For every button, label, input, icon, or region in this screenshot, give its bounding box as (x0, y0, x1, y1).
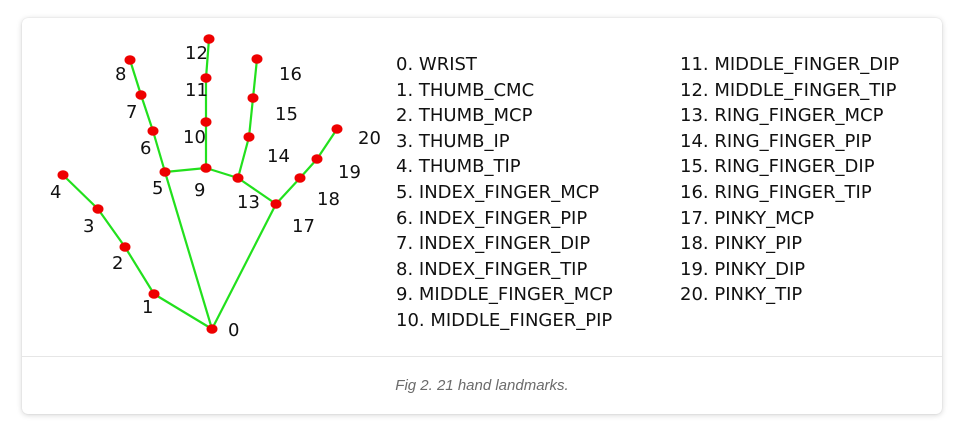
legend-item: 6. INDEX_FINGER_PIP (396, 207, 588, 229)
bone-0-17 (211, 203, 277, 330)
landmark-label-19: 19 (338, 162, 361, 183)
landmark-label-1: 1 (142, 297, 153, 318)
landmark-point-17 (270, 199, 282, 209)
bone-0-5 (163, 171, 214, 330)
legend-item: 8. INDEX_FINGER_TIP (396, 258, 588, 280)
landmark-label-16: 16 (279, 64, 302, 85)
legend-item: 1. THUMB_CMC (396, 79, 535, 101)
landmark-point-4 (57, 170, 69, 180)
landmark-point-19 (311, 154, 323, 164)
landmark-point-18 (294, 173, 306, 183)
landmark-label-13: 13 (237, 192, 260, 213)
landmark-point-9 (200, 163, 212, 173)
bone-2-3 (97, 208, 126, 248)
legend-item: 16. RING_FINGER_TIP (680, 181, 872, 203)
figure-caption: Fig 2. 21 hand landmarks. (395, 377, 569, 394)
legend-item: 9. MIDDLE_FINGER_MCP (396, 284, 613, 306)
bone-1-2 (124, 246, 155, 295)
landmark-label-4: 4 (50, 182, 61, 203)
bone-13-17 (237, 177, 277, 205)
bone-15-16 (251, 58, 259, 99)
bone-13-14 (236, 136, 251, 179)
landmark-legend-column-1: 0. WRIST 1. THUMB_CMC 2. THUMB_MCP 3. THUMB… (396, 52, 613, 334)
landmark-label-8: 8 (115, 64, 126, 85)
bone-7-8 (128, 59, 143, 96)
landmark-point-12 (203, 34, 215, 44)
legend-item: 2. THUMB_MCP (396, 105, 533, 127)
legend-item: 15. RING_FINGER_DIP (680, 156, 875, 178)
bone-9-13 (205, 166, 239, 180)
legend-item: 0. WRIST (396, 54, 477, 75)
bone-0-1 (153, 293, 213, 330)
bone-17-18 (275, 177, 301, 205)
landmark-label-5: 5 (152, 178, 163, 199)
landmark-point-10 (200, 117, 212, 127)
legend-item: 20. PINKY_TIP (680, 284, 803, 306)
landmark-point-13 (232, 173, 244, 183)
legend-item: 5. INDEX_FINGER_MCP (396, 181, 600, 203)
landmark-point-7 (135, 90, 147, 100)
landmark-point-20 (331, 124, 343, 134)
bone-14-15 (247, 97, 255, 138)
landmark-point-16 (251, 54, 263, 64)
landmark-label-6: 6 (140, 138, 151, 159)
bone-6-7 (139, 94, 155, 132)
bone-3-4 (62, 174, 99, 210)
legend-item: 3. THUMB_IP (396, 130, 510, 152)
caption-divider (22, 356, 942, 357)
hand-landmarks-figure: 0 1 2 3 4 5 6 7 8 9 10 11 12 13 14 15 16 17 18 19 20 0. WRIS… (22, 18, 942, 356)
landmark-label-18: 18 (317, 189, 340, 210)
landmark-label-17: 17 (292, 216, 315, 237)
landmark-label-15: 15 (275, 104, 298, 125)
landmark-point-3 (92, 204, 104, 214)
landmark-point-5 (159, 167, 171, 177)
landmark-label-14: 14 (267, 146, 290, 167)
legend-item: 12. MIDDLE_FINGER_TIP (680, 79, 897, 101)
landmark-point-1 (148, 289, 160, 299)
legend-item: 7. INDEX_FINGER_DIP (396, 233, 591, 255)
legend-item: 17. PINKY_MCP (680, 207, 815, 229)
landmark-point-6 (147, 126, 159, 136)
landmark-label-20: 20 (358, 128, 381, 149)
bone-5-6 (151, 130, 167, 173)
landmark-legend-column-2: 11. MIDDLE_FINGER_DIP 12. MIDDLE_FINGER_T… (680, 52, 899, 308)
landmark-label-12: 12 (185, 43, 208, 64)
legend-item: 10. MIDDLE_FINGER_PIP (396, 309, 613, 331)
landmark-point-11 (200, 73, 212, 83)
bone-5-9 (164, 166, 207, 174)
landmark-point-0 (206, 324, 218, 334)
legend-item: 14. RING_FINGER_PIP (680, 130, 872, 152)
landmark-label-10: 10 (183, 127, 206, 148)
landmark-point-8 (124, 55, 136, 65)
landmark-label-0: 0 (228, 320, 239, 341)
legend-item: 11. MIDDLE_FINGER_DIP (680, 54, 900, 75)
landmark-point-14 (243, 132, 255, 142)
landmark-point-15 (247, 93, 259, 103)
landmark-label-7: 7 (126, 102, 137, 123)
legend-item: 4. THUMB_TIP (396, 156, 521, 178)
landmark-label-3: 3 (83, 216, 94, 237)
bone-19-20 (316, 128, 338, 160)
landmark-label-2: 2 (112, 253, 123, 274)
legend-item: 18. PINKY_PIP (680, 233, 803, 255)
bone-11-12 (204, 38, 211, 79)
landmark-label-11: 11 (185, 80, 208, 101)
legend-item: 19. PINKY_DIP (680, 258, 806, 280)
legend-item: 13. RING_FINGER_MCP (680, 105, 884, 127)
figure-card: 0 1 2 3 4 5 6 7 8 9 10 11 12 13 14 15 16 17 18 19 20 0. WRIS… (22, 18, 942, 414)
landmark-point-2 (119, 242, 131, 252)
landmark-label-9: 9 (194, 180, 205, 201)
